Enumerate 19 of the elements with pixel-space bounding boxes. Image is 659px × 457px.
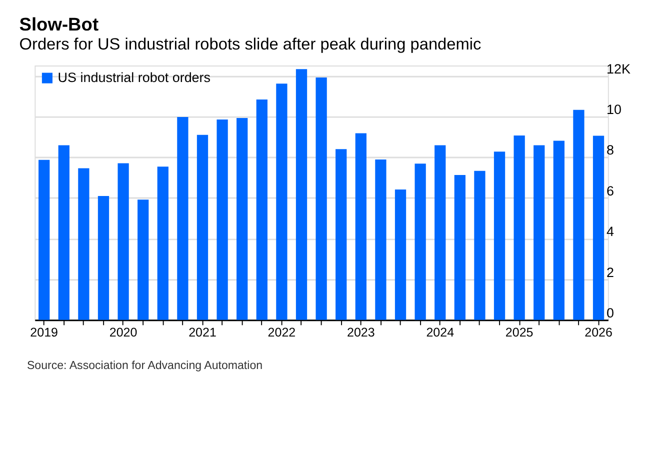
- y-tick-label: 0: [606, 305, 614, 320]
- legend-label: US industrial robot orders: [58, 70, 211, 85]
- chart-subtitle: Orders for US industrial robots slide after peak during pandemic: [19, 36, 482, 54]
- y-tick-label: 8: [606, 142, 614, 158]
- y-tick-label: 6: [606, 183, 614, 198]
- x-tick-label: 2019: [30, 326, 58, 340]
- y-tick-label: 12K: [606, 61, 630, 76]
- x-tick-label: 2022: [268, 326, 296, 340]
- x-tick-label: 2020: [109, 326, 138, 340]
- y-tick-label: 2: [606, 264, 614, 280]
- x-tick-label: 2026: [584, 326, 612, 340]
- source-note: Source: Association for Advancing Automation: [26, 360, 263, 372]
- y-tick-label: 4: [606, 224, 614, 240]
- chart-title: Slow-Bot: [19, 13, 99, 34]
- x-tick-label: 2023: [346, 326, 375, 340]
- x-tick-label: 2025: [505, 326, 534, 340]
- x-tick-label: 2024: [426, 326, 454, 340]
- y-tick-label: 10: [606, 102, 622, 117]
- x-tick-label: 2021: [188, 326, 216, 340]
